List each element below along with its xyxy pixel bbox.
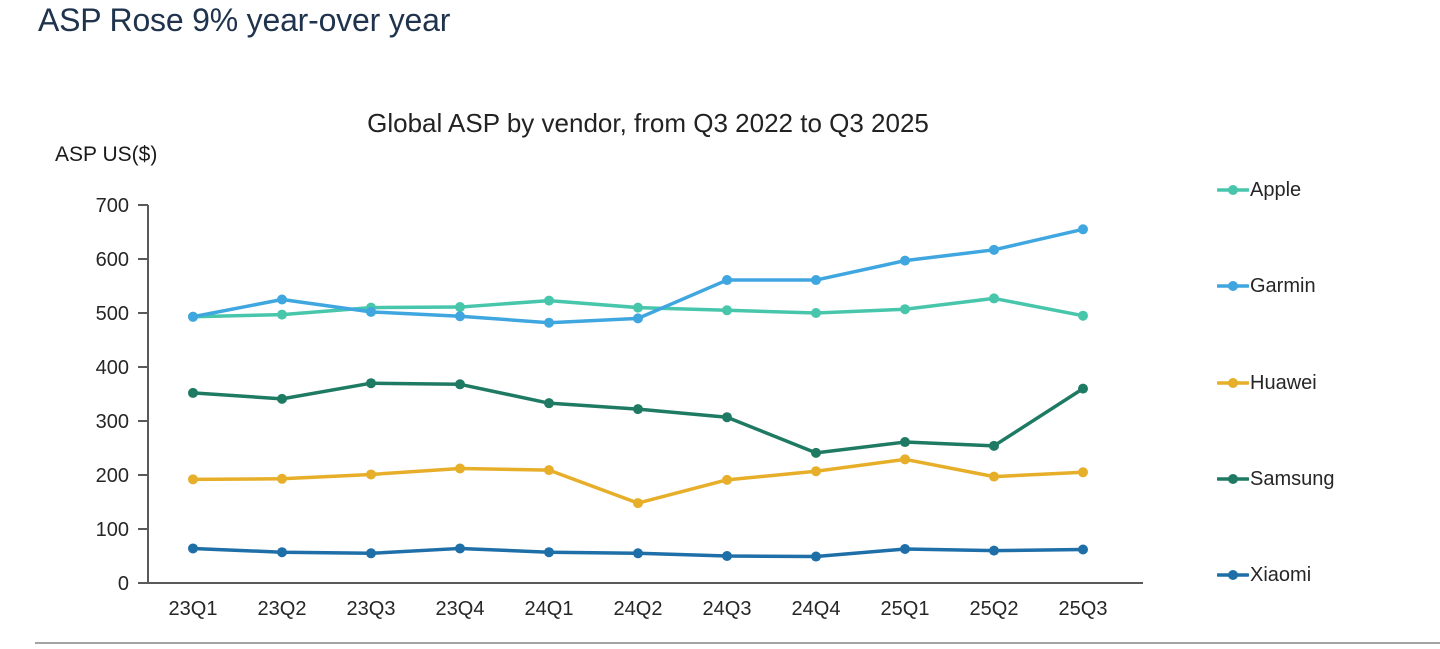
x-tick-label: 24Q3 xyxy=(703,598,752,620)
data-point-xiaomi-25q1 xyxy=(900,543,910,554)
data-point-xiaomi-24q3 xyxy=(722,551,732,561)
x-tick-label: 25Q3 xyxy=(1059,598,1108,620)
data-point-xiaomi-23q1 xyxy=(188,543,198,554)
data-point-apple-24q1 xyxy=(544,295,554,306)
data-point-samsung-23q4 xyxy=(455,379,465,390)
data-point-garmin-24q3 xyxy=(722,275,732,286)
data-point-huawei-24q1 xyxy=(544,465,554,476)
data-point-huawei-23q2 xyxy=(277,473,287,484)
footer-divider xyxy=(35,642,1440,644)
y-tick-label: 300 xyxy=(96,411,129,433)
y-axis-title: ASP US($) xyxy=(55,143,158,166)
data-point-garmin-23q1 xyxy=(188,311,198,322)
data-point-xiaomi-24q4 xyxy=(811,551,821,562)
data-point-huawei-23q3 xyxy=(366,469,376,480)
series-line-huawei xyxy=(191,457,1085,505)
data-point-huawei-25q3 xyxy=(1078,467,1088,478)
data-point-garmin-24q4 xyxy=(811,275,821,286)
x-tick-label: 25Q2 xyxy=(970,598,1019,620)
chart-title: Global ASP by vendor, from Q3 2022 to Q3… xyxy=(367,108,929,138)
data-point-samsung-25q3 xyxy=(1078,383,1088,394)
y-tick-label: 200 xyxy=(96,465,129,487)
data-point-huawei-24q4 xyxy=(811,466,821,477)
data-point-huawei-23q4 xyxy=(455,463,465,474)
data-point-xiaomi-24q1 xyxy=(544,547,554,558)
data-point-samsung-25q2 xyxy=(989,440,999,451)
x-tick-label: 24Q1 xyxy=(525,598,574,620)
data-point-garmin-25q1 xyxy=(900,255,910,266)
x-tick-label: 23Q1 xyxy=(169,598,218,620)
data-point-garmin-25q3 xyxy=(1078,224,1088,235)
data-point-apple-23q2 xyxy=(277,309,287,320)
page-title: ASP Rose 9% year-over year xyxy=(38,2,451,38)
data-point-samsung-23q3 xyxy=(366,378,376,389)
data-point-apple-25q2 xyxy=(989,293,999,304)
data-point-xiaomi-23q3 xyxy=(366,548,376,559)
data-point-samsung-23q1 xyxy=(188,387,198,398)
y-tick-label: 0 xyxy=(118,573,129,595)
data-point-huawei-25q1 xyxy=(900,454,910,465)
y-tick-label: 700 xyxy=(96,195,129,217)
data-point-huawei-24q3 xyxy=(722,474,732,485)
data-point-huawei-24q2 xyxy=(633,498,643,509)
y-tick-label: 600 xyxy=(96,249,129,271)
data-point-samsung-25q1 xyxy=(900,437,910,448)
x-tick-label: 23Q3 xyxy=(347,598,396,620)
data-point-apple-24q3 xyxy=(722,305,732,316)
y-tick-label: 100 xyxy=(96,519,129,541)
data-point-samsung-24q3 xyxy=(722,412,732,423)
x-tick-label: 25Q1 xyxy=(881,598,930,620)
data-point-apple-25q1 xyxy=(900,304,910,315)
x-tick-label: 23Q2 xyxy=(258,598,307,620)
data-point-samsung-24q2 xyxy=(633,404,643,415)
data-point-huawei-25q2 xyxy=(989,471,999,482)
series-line-samsung xyxy=(191,381,1085,455)
data-point-samsung-23q2 xyxy=(277,393,287,404)
y-tick-label: 500 xyxy=(96,303,129,325)
data-point-xiaomi-25q2 xyxy=(989,545,999,556)
data-point-garmin-25q2 xyxy=(989,244,999,255)
data-point-apple-25q3 xyxy=(1078,310,1088,321)
y-tick-label: 400 xyxy=(96,357,129,379)
data-point-apple-23q4 xyxy=(455,302,465,313)
data-point-garmin-23q3 xyxy=(366,306,376,317)
data-point-xiaomi-23q4 xyxy=(455,543,465,554)
x-tick-label: 24Q4 xyxy=(792,598,841,620)
x-tick-label: 24Q2 xyxy=(614,598,663,620)
data-point-xiaomi-23q2 xyxy=(277,547,287,558)
data-point-huawei-23q1 xyxy=(188,474,198,485)
data-point-xiaomi-24q2 xyxy=(633,548,643,559)
data-point-garmin-23q2 xyxy=(277,294,287,305)
data-point-apple-24q2 xyxy=(633,302,643,313)
data-point-garmin-24q2 xyxy=(633,313,643,324)
data-point-garmin-24q1 xyxy=(544,317,554,328)
x-tick-label: 23Q4 xyxy=(436,598,485,620)
data-point-apple-24q4 xyxy=(811,308,821,318)
data-point-xiaomi-25q3 xyxy=(1078,544,1088,555)
data-point-samsung-24q1 xyxy=(544,398,554,409)
data-point-samsung-24q4 xyxy=(811,447,821,458)
data-point-garmin-23q4 xyxy=(455,311,465,322)
